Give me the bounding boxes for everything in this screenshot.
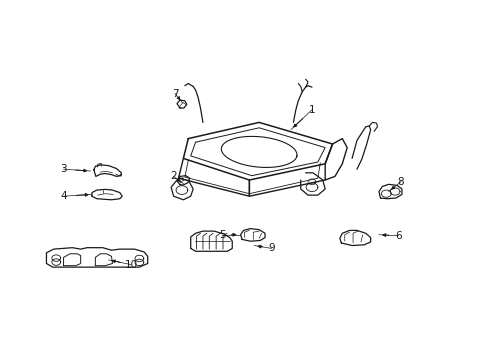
Text: 3: 3 [60, 164, 67, 174]
Text: 8: 8 [397, 177, 404, 187]
Text: 6: 6 [394, 231, 401, 241]
Text: 7: 7 [171, 89, 178, 99]
Text: 1: 1 [308, 105, 315, 115]
Text: 9: 9 [267, 243, 274, 253]
Text: 2: 2 [170, 171, 177, 181]
Text: 5: 5 [219, 230, 225, 240]
Text: 10: 10 [124, 260, 137, 270]
Text: 4: 4 [60, 191, 67, 201]
